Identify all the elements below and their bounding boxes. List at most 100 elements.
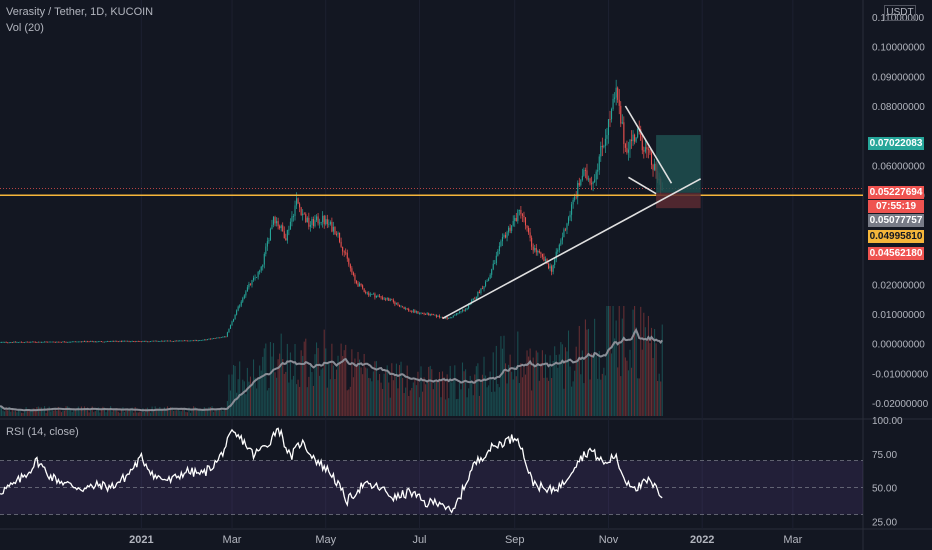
volume-bar (31, 408, 33, 416)
candle-body (614, 97, 616, 99)
volume-bar (587, 328, 590, 416)
candle-body (88, 341, 90, 343)
candle-body (342, 246, 344, 252)
candle-body (54, 341, 56, 343)
volume-bar (618, 306, 620, 416)
volume-bar (314, 354, 316, 416)
candle-body (262, 264, 264, 267)
candle-body (153, 340, 155, 342)
symbol-legend[interactable]: Verasity / Tether, 1D, KUCOIN (6, 6, 154, 18)
currency-button[interactable]: USDT (884, 5, 916, 21)
volume-bar (88, 412, 90, 416)
candle-body (205, 339, 207, 341)
candle-body (360, 283, 362, 286)
candle-body (220, 337, 222, 339)
volume-bar (30, 409, 32, 416)
volume-bar (369, 378, 371, 416)
candle-body (385, 298, 387, 300)
volume-bar (571, 386, 573, 416)
volume-bar (417, 371, 419, 416)
candle-body (452, 315, 454, 318)
candle-body (325, 219, 327, 225)
volume-bar (503, 335, 505, 416)
candle-body (197, 340, 199, 342)
candle-body (82, 341, 84, 343)
volume-bar (549, 355, 551, 416)
volume-bar (299, 386, 301, 416)
volume-bar (586, 329, 588, 416)
candle-body (418, 313, 421, 315)
volume-bar (391, 363, 393, 416)
volume-bar (217, 410, 219, 416)
candle-body (256, 277, 258, 278)
volume-bar (82, 410, 84, 416)
candle-body (635, 137, 637, 142)
candle-body (243, 295, 245, 299)
volume-bar (216, 408, 218, 416)
candle-body (587, 178, 590, 180)
candle-body (266, 241, 268, 247)
candle-body (59, 341, 61, 343)
volume-legend[interactable]: Vol (20) (6, 22, 44, 34)
volume-bar (25, 407, 27, 416)
candle-body (534, 247, 536, 251)
candle-body (652, 164, 654, 170)
volume-bar (248, 381, 250, 416)
time-tick-label: May (315, 534, 336, 546)
candle-body (57, 341, 59, 343)
volume-bar (465, 369, 467, 416)
volume-bar (458, 382, 460, 416)
price-tick-label: -0.01000000 (872, 369, 929, 380)
volume-bar (603, 367, 605, 416)
candle-body (332, 226, 334, 232)
volume-bar (229, 390, 232, 416)
candle-body (2, 342, 4, 343)
volume-bar (133, 412, 135, 416)
volume-bar (59, 410, 61, 416)
price-tick-label: 0.00000000 (872, 340, 925, 351)
drawings[interactable] (0, 105, 863, 320)
volume-bar (646, 338, 648, 416)
price-badge: 0.05077757 (868, 214, 924, 227)
candle-body (67, 341, 69, 343)
volume-bar (83, 406, 86, 416)
candle-body (392, 300, 394, 302)
candle-body (22, 342, 24, 343)
candle-body (44, 341, 46, 343)
candle-body (365, 291, 367, 294)
volume-bar (315, 342, 318, 416)
volume-bar (87, 407, 89, 416)
volume-bar (644, 327, 646, 416)
volume-bar (611, 353, 613, 416)
volume-bar (110, 406, 112, 416)
candle-body (466, 308, 468, 310)
volume-bar (17, 410, 19, 416)
volume-bar (623, 306, 625, 416)
candle-body (62, 341, 64, 343)
volume-bar (303, 341, 305, 416)
candle-body (383, 298, 385, 300)
volume-bar (140, 412, 142, 416)
volume-bar (96, 408, 98, 416)
candle-body (53, 341, 55, 343)
candle-body (594, 179, 596, 183)
volume-bar (171, 407, 173, 416)
volume-bar (0, 406, 3, 416)
volume-bar (431, 369, 433, 416)
candle-body (280, 225, 282, 229)
volume-bar (650, 327, 653, 416)
volume-bar (91, 406, 93, 416)
candle-body (335, 233, 338, 235)
volume-bar (54, 408, 56, 416)
candle-body (216, 337, 218, 339)
volume-bar (222, 410, 224, 416)
rsi-legend[interactable]: RSI (14, close) (6, 426, 79, 438)
candle-body (363, 288, 365, 292)
volume-bar (397, 388, 399, 416)
candle-body (578, 182, 580, 186)
candle-body (528, 227, 530, 233)
candle-body (604, 138, 606, 147)
volume-bar (609, 306, 611, 416)
candle-body (194, 340, 196, 342)
